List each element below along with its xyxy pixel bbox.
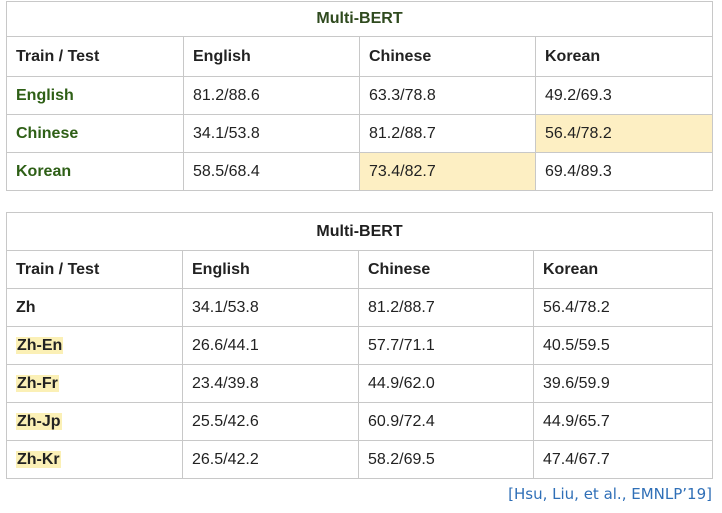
row-label: Zh-En [6,326,183,365]
table-cell: 23.4/39.8 [182,364,359,403]
table-row: Zh 34.1/53.8 81.2/88.7 56.4/78.2 [6,288,713,327]
table-row: Zh-En 26.6/44.1 57.7/71.1 40.5/59.5 [6,326,713,365]
results-table-2: Multi-BERT Train / Test English Chinese … [6,212,713,479]
row-label: Zh [6,288,183,327]
table-title: Multi-BERT [6,1,713,37]
table-cell: 44.9/65.7 [533,402,713,441]
table-row: Zh-Kr 26.5/42.2 58.2/69.5 47.4/67.7 [6,440,713,479]
highlighted-cell: 73.4/82.7 [359,152,536,191]
table-cell: 81.2/88.7 [358,288,534,327]
table-cell: 81.2/88.6 [183,76,360,115]
row-label: Korean [6,152,184,191]
table-cell: 63.3/78.8 [359,76,536,115]
column-header-english: English [183,36,360,77]
results-table-1: Multi-BERT Train / Test English Chinese … [6,1,713,191]
table-cell: 47.4/67.7 [533,440,713,479]
table-row: Zh-Fr 23.4/39.8 44.9/62.0 39.6/59.9 [6,364,713,403]
table-cell: 34.1/53.8 [182,288,359,327]
table-row: Chinese 34.1/53.8 81.2/88.7 56.4/78.2 [6,114,713,153]
highlighted-row-label: Zh-Fr [16,374,59,392]
table-cell: 69.4/89.3 [535,152,713,191]
table-cell: 58.2/69.5 [358,440,534,479]
table-cell: 57.7/71.1 [358,326,534,365]
table-cell: 56.4/78.2 [533,288,713,327]
column-header-korean: Korean [533,250,713,289]
column-header-train-test: Train / Test [6,36,184,77]
highlighted-cell: 56.4/78.2 [535,114,713,153]
row-label: Chinese [6,114,184,153]
table-cell: 44.9/62.0 [358,364,534,403]
column-header-chinese: Chinese [358,250,534,289]
highlighted-row-label: Zh-Jp [16,412,62,430]
table-cell: 34.1/53.8 [183,114,360,153]
row-label: Zh-Jp [6,402,183,441]
header-row: Train / Test English Chinese Korean [6,36,713,77]
table-cell: 81.2/88.7 [359,114,536,153]
column-header-train-test: Train / Test [6,250,183,289]
row-label: English [6,76,184,115]
table-row: Korean 58.5/68.4 73.4/82.7 69.4/89.3 [6,152,713,191]
citation: [Hsu, Liu, et al., EMNLP’19] [508,485,712,503]
highlighted-row-label: Zh-Kr [16,450,61,468]
table-row: English 81.2/88.6 63.3/78.8 49.2/69.3 [6,76,713,115]
table-cell: 58.5/68.4 [183,152,360,191]
row-label: Zh-Fr [6,364,183,403]
header-row: Train / Test English Chinese Korean [6,250,713,289]
table-cell: 40.5/59.5 [533,326,713,365]
table-cell: 49.2/69.3 [535,76,713,115]
table-title: Multi-BERT [6,212,713,251]
table-cell: 39.6/59.9 [533,364,713,403]
row-label: Zh-Kr [6,440,183,479]
table-cell: 25.5/42.6 [182,402,359,441]
highlighted-row-label: Zh-En [16,336,64,354]
column-header-korean: Korean [535,36,713,77]
table-cell: 26.6/44.1 [182,326,359,365]
column-header-english: English [182,250,359,289]
column-header-chinese: Chinese [359,36,536,77]
table-row: Zh-Jp 25.5/42.6 60.9/72.4 44.9/65.7 [6,402,713,441]
table-cell: 26.5/42.2 [182,440,359,479]
table-cell: 60.9/72.4 [358,402,534,441]
